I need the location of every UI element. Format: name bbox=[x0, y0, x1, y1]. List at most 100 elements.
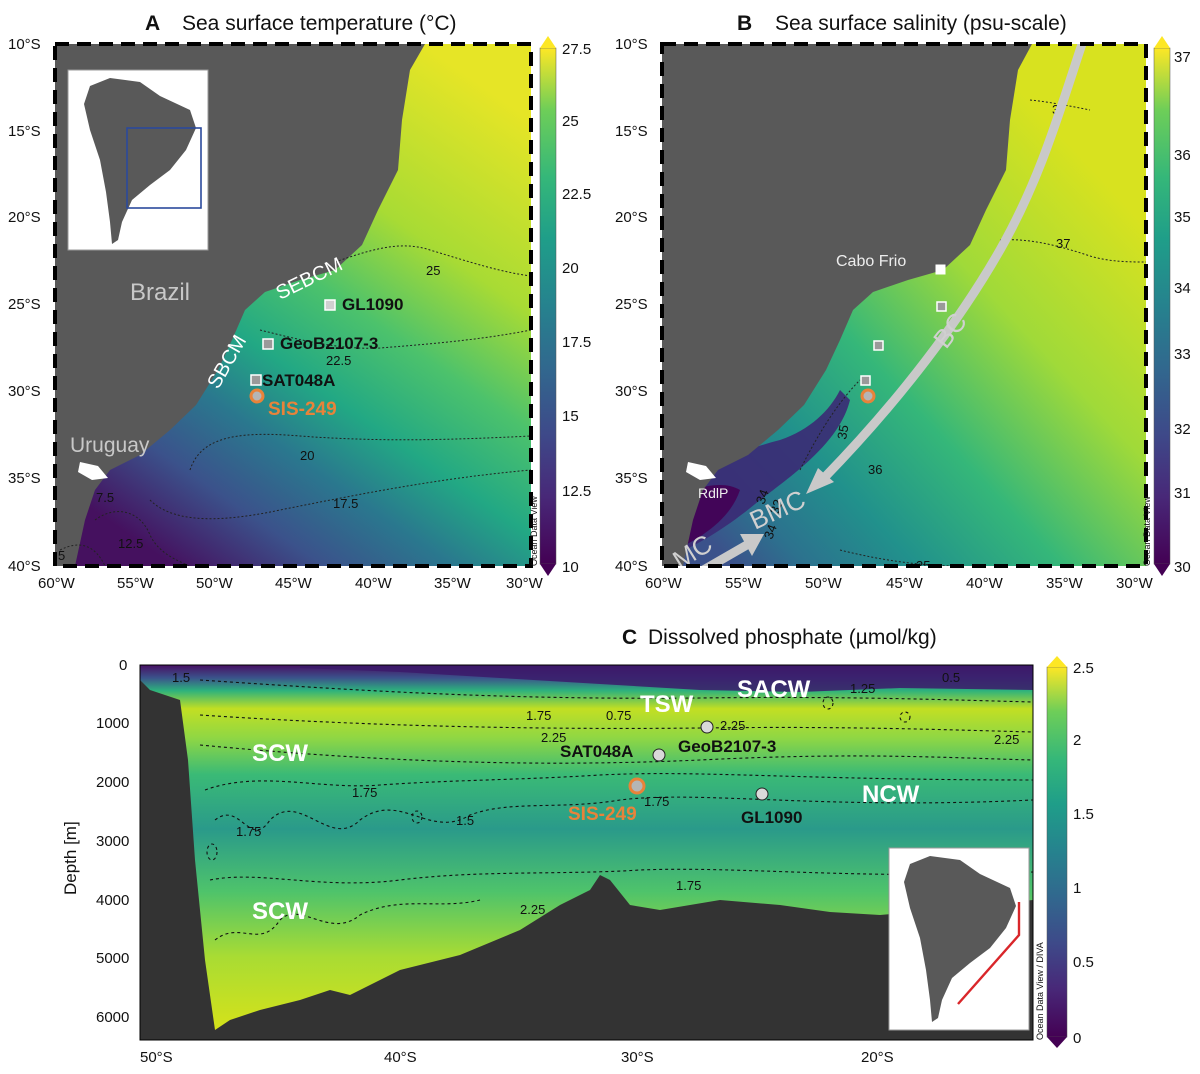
sss-label-35b: 35 bbox=[916, 558, 930, 573]
sss-label-34: 34 bbox=[761, 522, 780, 541]
c-core-sis249-marker bbox=[628, 777, 646, 795]
c-contour-2-25c: 2.25 bbox=[994, 732, 1019, 747]
a-lon-35w: 35°W bbox=[434, 575, 472, 592]
c-cb-2: 2 bbox=[1073, 732, 1081, 749]
a-lat-20s: 20°S bbox=[8, 209, 41, 226]
land-south-america-b bbox=[662, 44, 1032, 566]
panel-b-lat-axis: 10°S 15°S 20°S 25°S 30°S 35°S 40°S bbox=[615, 36, 648, 575]
panel-b-lon-axis: 60°W 55°W 50°W 45°W 40°W 35°W 30°W bbox=[645, 575, 1154, 592]
station-gl1090-marker bbox=[324, 299, 336, 311]
sss-contour-37a bbox=[1029, 99, 1091, 111]
b-cb-33: 33 bbox=[1174, 346, 1191, 363]
b-cb-34: 34 bbox=[1174, 280, 1191, 297]
c-cb-1-5: 1.5 bbox=[1073, 806, 1094, 823]
a-lat-30s: 30°S bbox=[8, 383, 41, 400]
c-contour-1-25: 1.25 bbox=[850, 681, 875, 696]
b-lat-15s: 15°S bbox=[615, 123, 648, 140]
sss-label-32: 32 bbox=[767, 497, 786, 516]
rio-de-la-plata bbox=[78, 462, 108, 480]
panel-a-frame bbox=[53, 42, 533, 568]
c-lat-30s: 30°S bbox=[621, 1049, 654, 1066]
core-sis249-label: SIS-249 bbox=[268, 399, 337, 420]
panel-a-lon-axis: 60°W 55°W 50°W 45°W 40°W 35°W 30°W bbox=[38, 575, 544, 592]
c-station-sat048a-marker bbox=[652, 748, 666, 762]
c-depth-3000: 3000 bbox=[96, 833, 129, 850]
b-watermark: Ocean Data View bbox=[1142, 496, 1152, 566]
c-contour-2-25d: 2.25 bbox=[520, 902, 545, 917]
a-lon-45w: 45°W bbox=[275, 575, 313, 592]
a-cb-20: 20 bbox=[562, 260, 579, 277]
b-lat-20s: 20°S bbox=[615, 209, 648, 226]
a-lat-10s: 10°S bbox=[8, 36, 41, 53]
a-lat-35s: 35°S bbox=[8, 470, 41, 487]
panel-c-lat-axis: 50°S 40°S 30°S 20°S bbox=[140, 1049, 894, 1066]
region-brazil: Brazil bbox=[130, 279, 190, 306]
bc-current-path bbox=[819, 44, 1087, 483]
station-sat048a-marker bbox=[250, 374, 262, 386]
sss-label-34b: 34 bbox=[753, 487, 772, 506]
b-cabo-frio-marker bbox=[935, 264, 946, 275]
inset-extent-box bbox=[126, 127, 202, 209]
contour-22-5 bbox=[259, 329, 531, 349]
panel-c-colorbar: 2.5 2 1.5 1 0.5 0 Ocean Data View / DIVA bbox=[1035, 656, 1094, 1048]
a-lon-50w: 50°W bbox=[196, 575, 234, 592]
a-lon-55w: 55°W bbox=[117, 575, 155, 592]
b-lat-10s: 10°S bbox=[615, 36, 648, 53]
phosphate-contours bbox=[199, 679, 1034, 941]
panel-a-inset bbox=[67, 69, 209, 251]
sss-contour-35b bbox=[839, 549, 961, 566]
a-cb-27-5: 27.5 bbox=[562, 41, 591, 58]
c-lat-50s: 50°S bbox=[140, 1049, 173, 1066]
a-watermark: Ocean Data View bbox=[529, 496, 539, 566]
c-contour-0-5: 0.5 bbox=[942, 670, 960, 685]
b-lat-25s: 25°S bbox=[615, 296, 648, 313]
b-station-gl1090-marker bbox=[936, 301, 947, 312]
panel-a: A Sea surface temperature (°C) 25 22.5 2… bbox=[8, 12, 591, 592]
c-watermark: Ocean Data View / DIVA bbox=[1035, 942, 1045, 1040]
water-mass-tsw: TSW bbox=[640, 691, 694, 718]
c-contour-1-75e: 1.75 bbox=[676, 878, 701, 893]
c-contour-1-75a: 1.75 bbox=[526, 708, 551, 723]
b-cb-30: 30 bbox=[1174, 559, 1191, 576]
sss-label-35: 35 bbox=[834, 424, 851, 441]
a-lat-40s: 40°S bbox=[8, 558, 41, 575]
c-station-gl1090-label: GL1090 bbox=[741, 808, 802, 827]
c-inset-south-america bbox=[904, 856, 1016, 1022]
b-cb-37: 37 bbox=[1174, 49, 1191, 66]
contour-25 bbox=[334, 245, 531, 277]
b-station-sat048a-marker bbox=[860, 375, 871, 386]
c-depth-5000: 5000 bbox=[96, 950, 129, 967]
water-mass-sacw: SACW bbox=[737, 676, 811, 703]
b-lon-55w: 55°W bbox=[725, 575, 763, 592]
station-geob2107-label: GeoB2107-3 bbox=[280, 334, 378, 353]
panel-b-letter: B bbox=[737, 12, 752, 35]
station-gl1090-label: GL1090 bbox=[342, 295, 403, 314]
c-depth-6000: 6000 bbox=[96, 1009, 129, 1026]
inset-south-america bbox=[84, 78, 196, 244]
a-lon-60w: 60°W bbox=[38, 575, 76, 592]
panel-b-map: 37 37 35 36 35 34 32 34 BC BMC MC Cabo F… bbox=[662, 44, 1146, 573]
sss-label-36: 36 bbox=[868, 462, 882, 477]
sss-contour-37b bbox=[999, 239, 1146, 263]
b-lon-45w: 45°W bbox=[886, 575, 924, 592]
c-contour-1-75c: 1.75 bbox=[236, 824, 261, 839]
contour-5 bbox=[59, 544, 106, 566]
c-contour-1-75b: 1.75 bbox=[352, 785, 377, 800]
panel-c-inset bbox=[888, 847, 1030, 1031]
panel-b: B Sea surface salinity (psu-scale) 37 37… bbox=[615, 12, 1191, 592]
bc-arrow-head bbox=[806, 468, 834, 494]
c-station-geob2107-label: GeoB2107-3 bbox=[678, 737, 776, 756]
c-inset-section-line bbox=[957, 902, 1021, 1005]
c-lat-40s: 40°S bbox=[384, 1049, 417, 1066]
contour-label-17-5: 17.5 bbox=[333, 496, 358, 511]
c-contour-1-5a: 1.5 bbox=[172, 670, 190, 685]
core-sis249-marker bbox=[249, 388, 265, 404]
place-rdlp: RdlP bbox=[698, 485, 728, 501]
contour-label-5: 5 bbox=[58, 548, 65, 563]
c-core-sis249-label: SIS-249 bbox=[568, 804, 637, 825]
c-depth-4000: 4000 bbox=[96, 892, 129, 909]
c-contour-1-75d: 1.75 bbox=[644, 794, 669, 809]
b-cb-32: 32 bbox=[1174, 421, 1191, 438]
a-lon-40w: 40°W bbox=[355, 575, 393, 592]
b-lon-35w: 35°W bbox=[1046, 575, 1084, 592]
